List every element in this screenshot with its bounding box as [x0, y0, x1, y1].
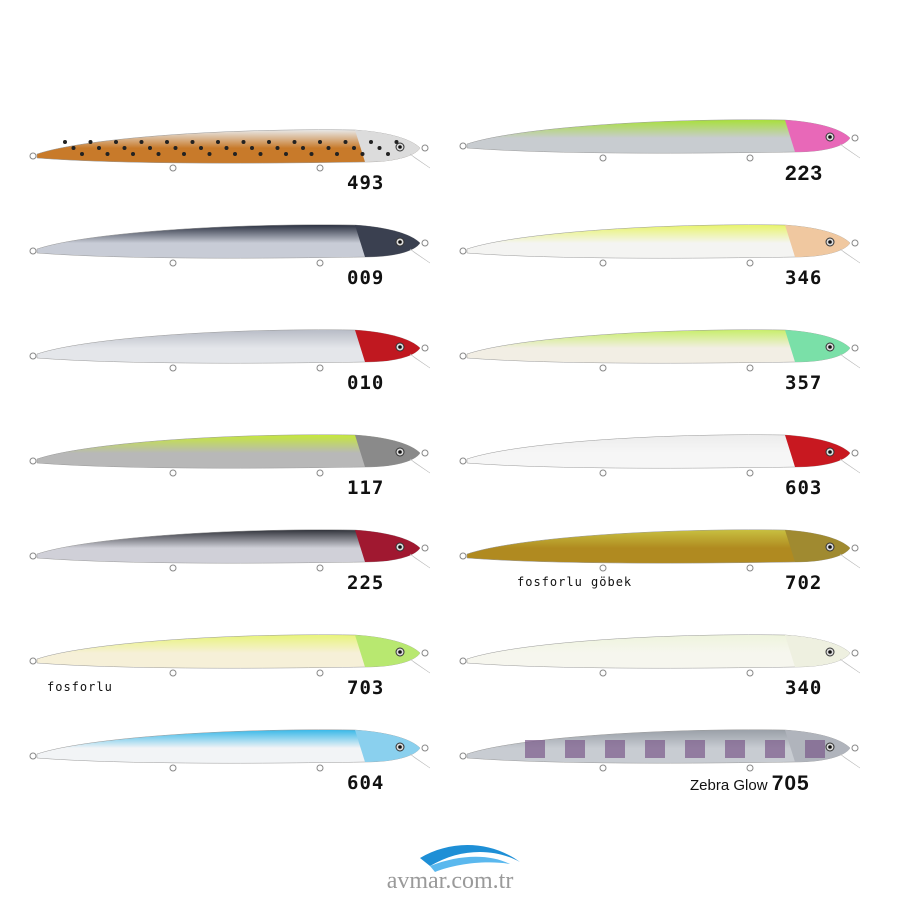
lure-703 — [29, 634, 431, 677]
lure-code-label: 493 — [347, 172, 384, 194]
lure-code-label: 009 — [347, 267, 384, 289]
lure-code-label: 010 — [347, 372, 384, 394]
lure-code: 604 — [347, 772, 385, 794]
lure-223 — [459, 119, 861, 162]
lure-note: fosforlu göbek — [517, 575, 633, 589]
wave-logo-icon — [420, 844, 520, 872]
lure-225 — [29, 529, 431, 572]
lure-code: 702 — [785, 572, 823, 594]
lure-code-label: 703 — [347, 677, 384, 699]
lure-code: 117 — [347, 477, 385, 499]
lure-code: 010 — [347, 372, 385, 394]
lure-code-label: 702 — [785, 572, 822, 594]
lure-604 — [29, 729, 431, 772]
lure-code: 493 — [347, 172, 385, 194]
lure-code-label: 346 — [785, 267, 822, 289]
lure-117 — [29, 434, 431, 477]
lure-705 — [459, 729, 861, 772]
lure-code-label: 223 — [785, 162, 823, 186]
lure-code: 703 — [347, 677, 385, 699]
lure-code-label: 225 — [347, 572, 384, 594]
lure-code: 603 — [785, 477, 823, 499]
lure-note: fosforlu — [47, 680, 113, 694]
lure-code: 357 — [785, 372, 823, 394]
lure-code-label: 604 — [347, 772, 384, 794]
lure-code-label: Zebra Glow 705 — [690, 772, 810, 796]
lure-603 — [459, 434, 861, 477]
lure-340 — [459, 634, 861, 677]
lure-variant-name: Zebra Glow — [690, 777, 772, 794]
lure-code-label: 603 — [785, 477, 822, 499]
lure-code-label: 117 — [347, 477, 384, 499]
lure-code: 009 — [347, 267, 385, 289]
lure-code: 705 — [771, 772, 810, 795]
lure-code: 225 — [347, 572, 385, 594]
lure-code-label: 357 — [785, 372, 822, 394]
lure-code: 340 — [785, 677, 823, 699]
lure-009 — [29, 224, 431, 267]
lure-357 — [459, 329, 861, 372]
lure-code: 346 — [785, 267, 823, 289]
site-url: avmar.com.tr — [386, 868, 514, 894]
lure-code: 223 — [785, 162, 824, 185]
lure-493 — [29, 129, 431, 172]
lure-010 — [29, 329, 431, 372]
lure-code-label: 340 — [785, 677, 822, 699]
lure-702 — [459, 529, 861, 572]
lure-346 — [459, 224, 861, 267]
